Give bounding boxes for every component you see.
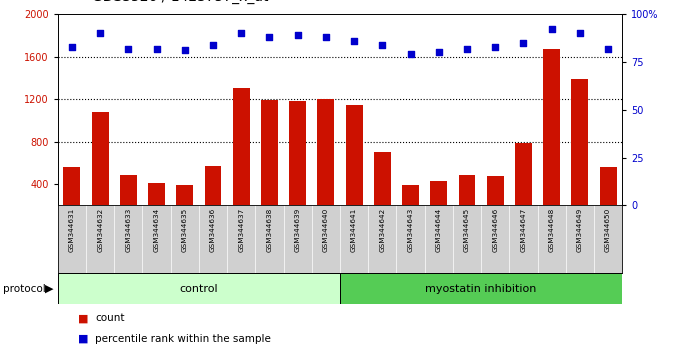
- Point: [575, 30, 585, 36]
- Text: GSM344632: GSM344632: [97, 207, 103, 252]
- Bar: [340, 273, 622, 304]
- Point: [546, 27, 557, 32]
- Text: count: count: [95, 313, 124, 323]
- Text: GSM344639: GSM344639: [294, 207, 301, 252]
- Bar: [261, 100, 278, 205]
- Point: [462, 46, 473, 51]
- Text: ■: ■: [78, 334, 88, 344]
- Text: GSM344638: GSM344638: [267, 207, 273, 252]
- Point: [490, 44, 500, 50]
- Bar: [543, 49, 560, 205]
- Point: [123, 46, 134, 51]
- Bar: [345, 105, 362, 205]
- Bar: [600, 167, 617, 205]
- Bar: [63, 167, 80, 205]
- Bar: [374, 152, 391, 205]
- Bar: [515, 143, 532, 205]
- Text: GSM344645: GSM344645: [464, 207, 470, 252]
- Text: GSM344637: GSM344637: [238, 207, 244, 252]
- Text: GSM344647: GSM344647: [520, 207, 526, 252]
- Text: GSM344635: GSM344635: [182, 207, 188, 252]
- Bar: [58, 273, 340, 304]
- Text: GSM344631: GSM344631: [69, 207, 75, 252]
- Bar: [289, 101, 306, 205]
- Point: [349, 38, 360, 44]
- Bar: [430, 181, 447, 205]
- Point: [320, 34, 331, 40]
- Text: GSM344633: GSM344633: [125, 207, 131, 252]
- Point: [292, 32, 303, 38]
- Bar: [318, 99, 335, 205]
- Bar: [233, 88, 250, 205]
- Point: [207, 42, 218, 47]
- Text: ▶: ▶: [46, 284, 54, 293]
- Text: myostatin inhibition: myostatin inhibition: [426, 284, 537, 293]
- Point: [377, 42, 388, 47]
- Point: [602, 46, 613, 51]
- Text: protocol: protocol: [3, 284, 46, 293]
- Point: [433, 50, 444, 55]
- Text: GSM344636: GSM344636: [210, 207, 216, 252]
- Text: GSM344646: GSM344646: [492, 207, 498, 252]
- Bar: [148, 183, 165, 205]
- Point: [151, 46, 162, 51]
- Bar: [458, 175, 475, 205]
- Text: GSM344643: GSM344643: [407, 207, 413, 252]
- Bar: [487, 176, 504, 205]
- Point: [236, 30, 247, 36]
- Point: [95, 30, 105, 36]
- Bar: [205, 166, 222, 205]
- Text: control: control: [180, 284, 218, 293]
- Text: GDS3526 / 1423757_x_at: GDS3526 / 1423757_x_at: [92, 0, 269, 4]
- Text: GSM344648: GSM344648: [549, 207, 555, 252]
- Text: GSM344642: GSM344642: [379, 207, 386, 252]
- Bar: [571, 79, 588, 205]
- Point: [518, 40, 529, 46]
- Point: [67, 44, 78, 50]
- Bar: [176, 185, 193, 205]
- Bar: [92, 112, 109, 205]
- Text: GSM344650: GSM344650: [605, 207, 611, 252]
- Text: ■: ■: [78, 313, 88, 323]
- Point: [264, 34, 275, 40]
- Point: [180, 48, 190, 53]
- Bar: [402, 185, 419, 205]
- Text: GSM344644: GSM344644: [436, 207, 442, 252]
- Text: GSM344641: GSM344641: [351, 207, 357, 252]
- Text: GSM344640: GSM344640: [323, 207, 329, 252]
- Bar: [120, 175, 137, 205]
- Point: [405, 51, 416, 57]
- Text: GSM344649: GSM344649: [577, 207, 583, 252]
- Text: GSM344634: GSM344634: [154, 207, 160, 252]
- Text: percentile rank within the sample: percentile rank within the sample: [95, 334, 271, 344]
